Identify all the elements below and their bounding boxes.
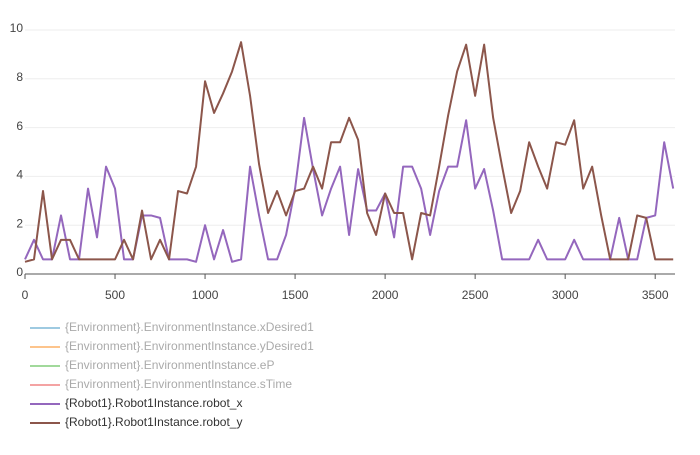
x-tick-label: 0	[22, 288, 29, 302]
x-tick-label: 1500	[282, 288, 309, 302]
legend-entry[interactable]: {Robot1}.Robot1Instance.robot_y	[65, 415, 242, 429]
legend-entry[interactable]: {Robot1}.Robot1Instance.robot_x	[65, 396, 242, 410]
x-tick-label: 3500	[642, 288, 669, 302]
legend-entry[interactable]: {Environment}.EnvironmentInstance.xDesir…	[65, 320, 314, 334]
x-tick-label: 2500	[462, 288, 489, 302]
x-tick-label: 3000	[552, 288, 579, 302]
y-tick-label: 0	[16, 265, 23, 279]
x-tick-label: 2000	[372, 288, 399, 302]
x-tick-label: 1000	[192, 288, 219, 302]
y-tick-label: 4	[16, 168, 23, 182]
x-tick-label: 500	[105, 288, 125, 302]
y-tick-label: 6	[16, 119, 23, 133]
y-tick-label: 2	[16, 216, 23, 230]
line	[24, 41, 674, 263]
y-tick-label: 8	[16, 70, 23, 84]
legend-entry[interactable]: {Environment}.EnvironmentInstance.eP	[65, 358, 274, 372]
y-tick-label: 10	[10, 21, 24, 35]
legend-entry[interactable]: {Environment}.EnvironmentInstance.yDesir…	[65, 339, 314, 353]
legend-entry[interactable]: {Environment}.EnvironmentInstance.sTime	[65, 377, 292, 391]
